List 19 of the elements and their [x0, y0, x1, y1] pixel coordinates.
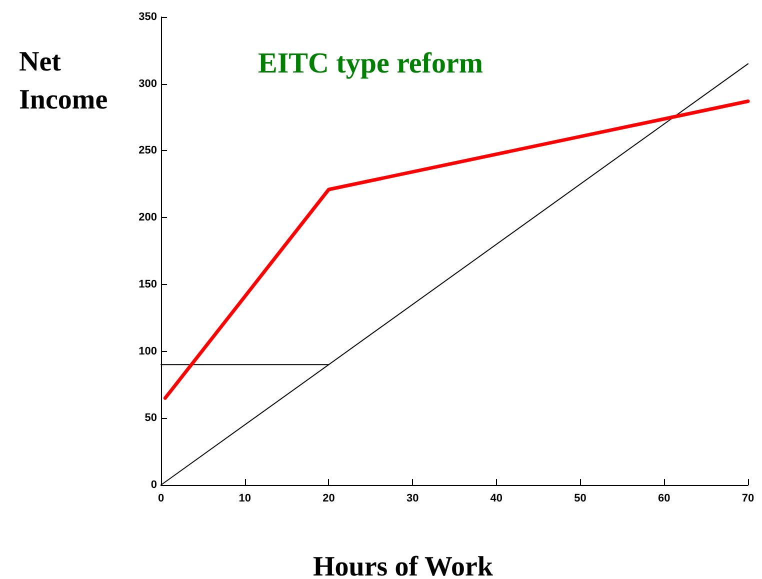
y-tick-label: 0: [150, 479, 157, 491]
x-tick-label: 10: [238, 492, 251, 504]
y-tick-label: 250: [138, 144, 157, 157]
x-tick-label: 20: [322, 492, 335, 504]
y-tick-label: 200: [138, 212, 157, 224]
y-tick-label: 100: [138, 345, 157, 358]
x-tick-label: 0: [158, 492, 164, 504]
x-tick-label: 60: [658, 492, 670, 504]
x-tick-label: 30: [406, 492, 419, 504]
y-tick-label: 300: [138, 78, 157, 90]
y-tick-label: 150: [138, 278, 157, 290]
x-tick-label: 70: [742, 492, 754, 504]
y-axis-title: Net Income: [19, 46, 108, 116]
x-axis-title: Hours of Work: [313, 552, 494, 579]
x-tick-label: 50: [574, 492, 586, 504]
y-tick-label: 50: [144, 412, 157, 424]
text: EITC type reform: [258, 48, 483, 80]
x-tick-label: 40: [490, 492, 503, 504]
y-tick-label: 350: [138, 11, 157, 23]
